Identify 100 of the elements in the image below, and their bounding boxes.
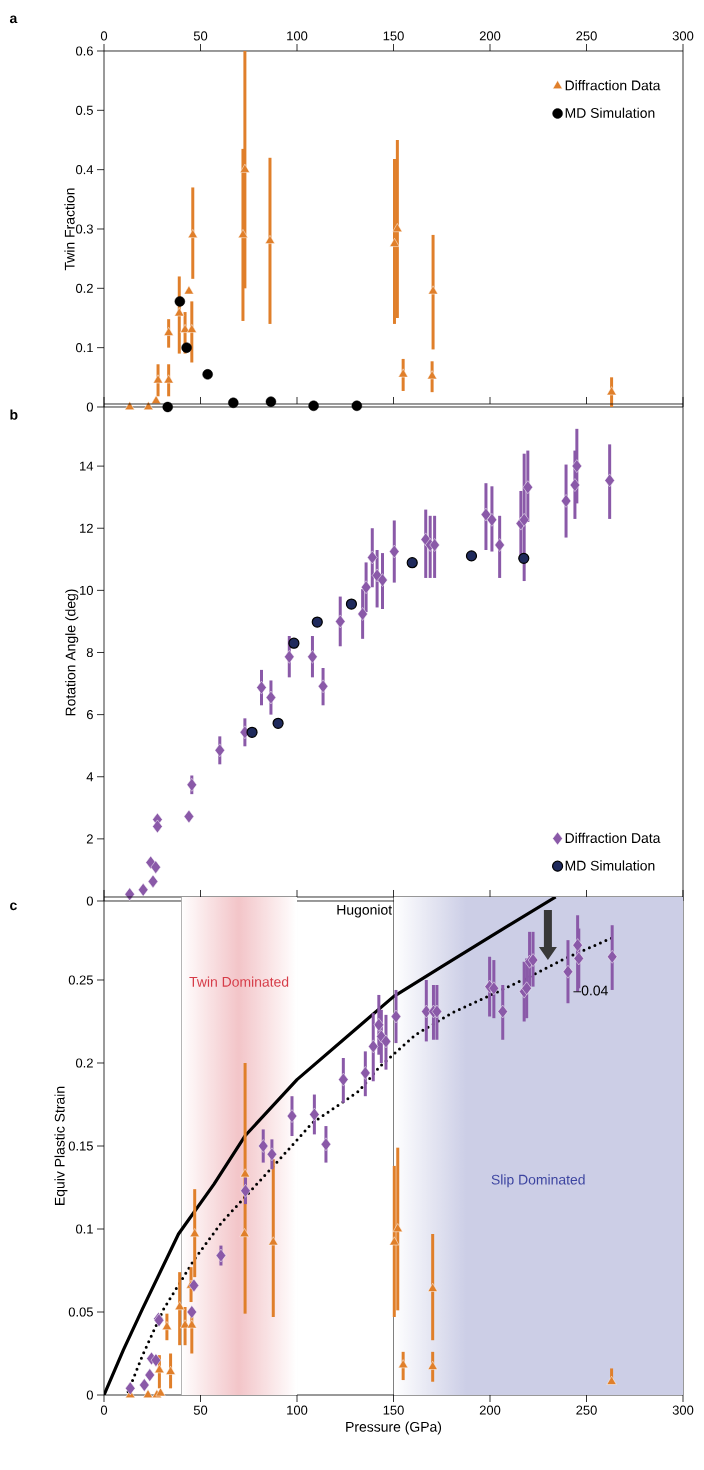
point (519, 513, 530, 527)
point (571, 459, 582, 473)
legend-label: MD Simulation (565, 107, 655, 118)
point (427, 370, 438, 380)
point (268, 1236, 279, 1246)
point (214, 743, 225, 758)
point (124, 887, 135, 901)
band-label: Slip Dominated (491, 1174, 585, 1188)
point (338, 1072, 349, 1087)
chart-title: b (10, 409, 18, 420)
point (497, 1004, 508, 1019)
point (398, 1359, 409, 1369)
x-tick-label: 50 (193, 1405, 208, 1415)
x-tick-label: 0 (100, 31, 108, 41)
point (265, 690, 277, 705)
y-tick-label: 0.1 (75, 343, 93, 353)
y-tick-label: 0.25 (68, 975, 93, 985)
x-tick-label: 300 (672, 1405, 694, 1415)
point (389, 544, 400, 559)
point (392, 1223, 403, 1232)
point (186, 778, 197, 792)
point (309, 1107, 320, 1122)
point (155, 1387, 166, 1397)
x-tick-label: 250 (576, 1405, 597, 1415)
point (320, 1137, 332, 1152)
point (351, 400, 363, 411)
point (202, 369, 213, 380)
y-axis-title: Equiv Plastic Strain (54, 1086, 68, 1205)
point (569, 478, 581, 492)
y-tick-label: 4 (86, 772, 94, 782)
point (143, 401, 154, 410)
point (237, 229, 248, 238)
point (360, 1066, 371, 1080)
y-tick-label: 14 (80, 461, 94, 471)
point (389, 1236, 400, 1246)
point (367, 550, 378, 565)
y-tick-label: 0.4 (75, 165, 94, 175)
point (307, 650, 318, 664)
y-tick-label: 2 (86, 834, 93, 844)
band-label: Twin Dominated (189, 976, 289, 987)
point (265, 396, 277, 407)
point (256, 680, 267, 695)
point (150, 860, 161, 874)
point (494, 538, 505, 552)
point (162, 401, 173, 413)
point (421, 1004, 432, 1019)
legend-label: Diffraction Data (565, 80, 661, 91)
x-tick-label: 200 (479, 31, 501, 41)
chart-title: a (9, 15, 18, 24)
point (431, 1004, 443, 1019)
point (390, 1009, 402, 1024)
point (183, 285, 194, 295)
x-tick-label: 200 (479, 1405, 501, 1415)
point (183, 809, 195, 824)
point (562, 964, 574, 979)
x-tick-label: 300 (672, 31, 694, 41)
point (428, 285, 439, 295)
point (522, 480, 533, 494)
x-tick-label: 50 (193, 31, 208, 41)
x-tick-label: 250 (576, 31, 597, 41)
legend-label: MD Simulation (565, 860, 655, 871)
y-tick-label: 0.3 (75, 224, 93, 234)
point (144, 1368, 155, 1382)
annotation: –0.04 (573, 985, 608, 996)
point (398, 368, 409, 378)
y-tick-label: 6 (86, 710, 93, 720)
point (373, 1018, 384, 1032)
point (284, 650, 295, 664)
point (345, 598, 358, 610)
point (266, 1147, 278, 1162)
point (560, 494, 572, 508)
point (246, 726, 258, 738)
point (142, 1389, 154, 1398)
point (240, 1184, 251, 1198)
point (357, 607, 368, 621)
y-tick-label: 0 (86, 1390, 93, 1400)
point (335, 614, 346, 629)
point (480, 507, 492, 522)
y-tick-label: 10 (80, 585, 93, 595)
y-tick-label: 0 (86, 402, 93, 412)
point (150, 1353, 162, 1367)
y-tick-label: 0.15 (68, 1141, 93, 1151)
point (239, 1228, 250, 1237)
legend-label: Hugoniot (337, 904, 392, 918)
point (308, 400, 319, 411)
point (124, 401, 135, 410)
point (139, 1378, 150, 1392)
point (606, 1375, 617, 1385)
point (163, 327, 174, 336)
y-tick-label: 0.1 (75, 1224, 93, 1234)
x-tick-label: 150 (383, 31, 404, 41)
point (174, 307, 185, 317)
point (138, 883, 149, 897)
point (527, 953, 539, 967)
y-tick-label: 12 (80, 523, 93, 533)
x-tick-label: 100 (287, 1405, 308, 1415)
point (317, 679, 329, 694)
point (239, 163, 250, 173)
point (377, 573, 388, 587)
chart-title: c (10, 902, 17, 911)
